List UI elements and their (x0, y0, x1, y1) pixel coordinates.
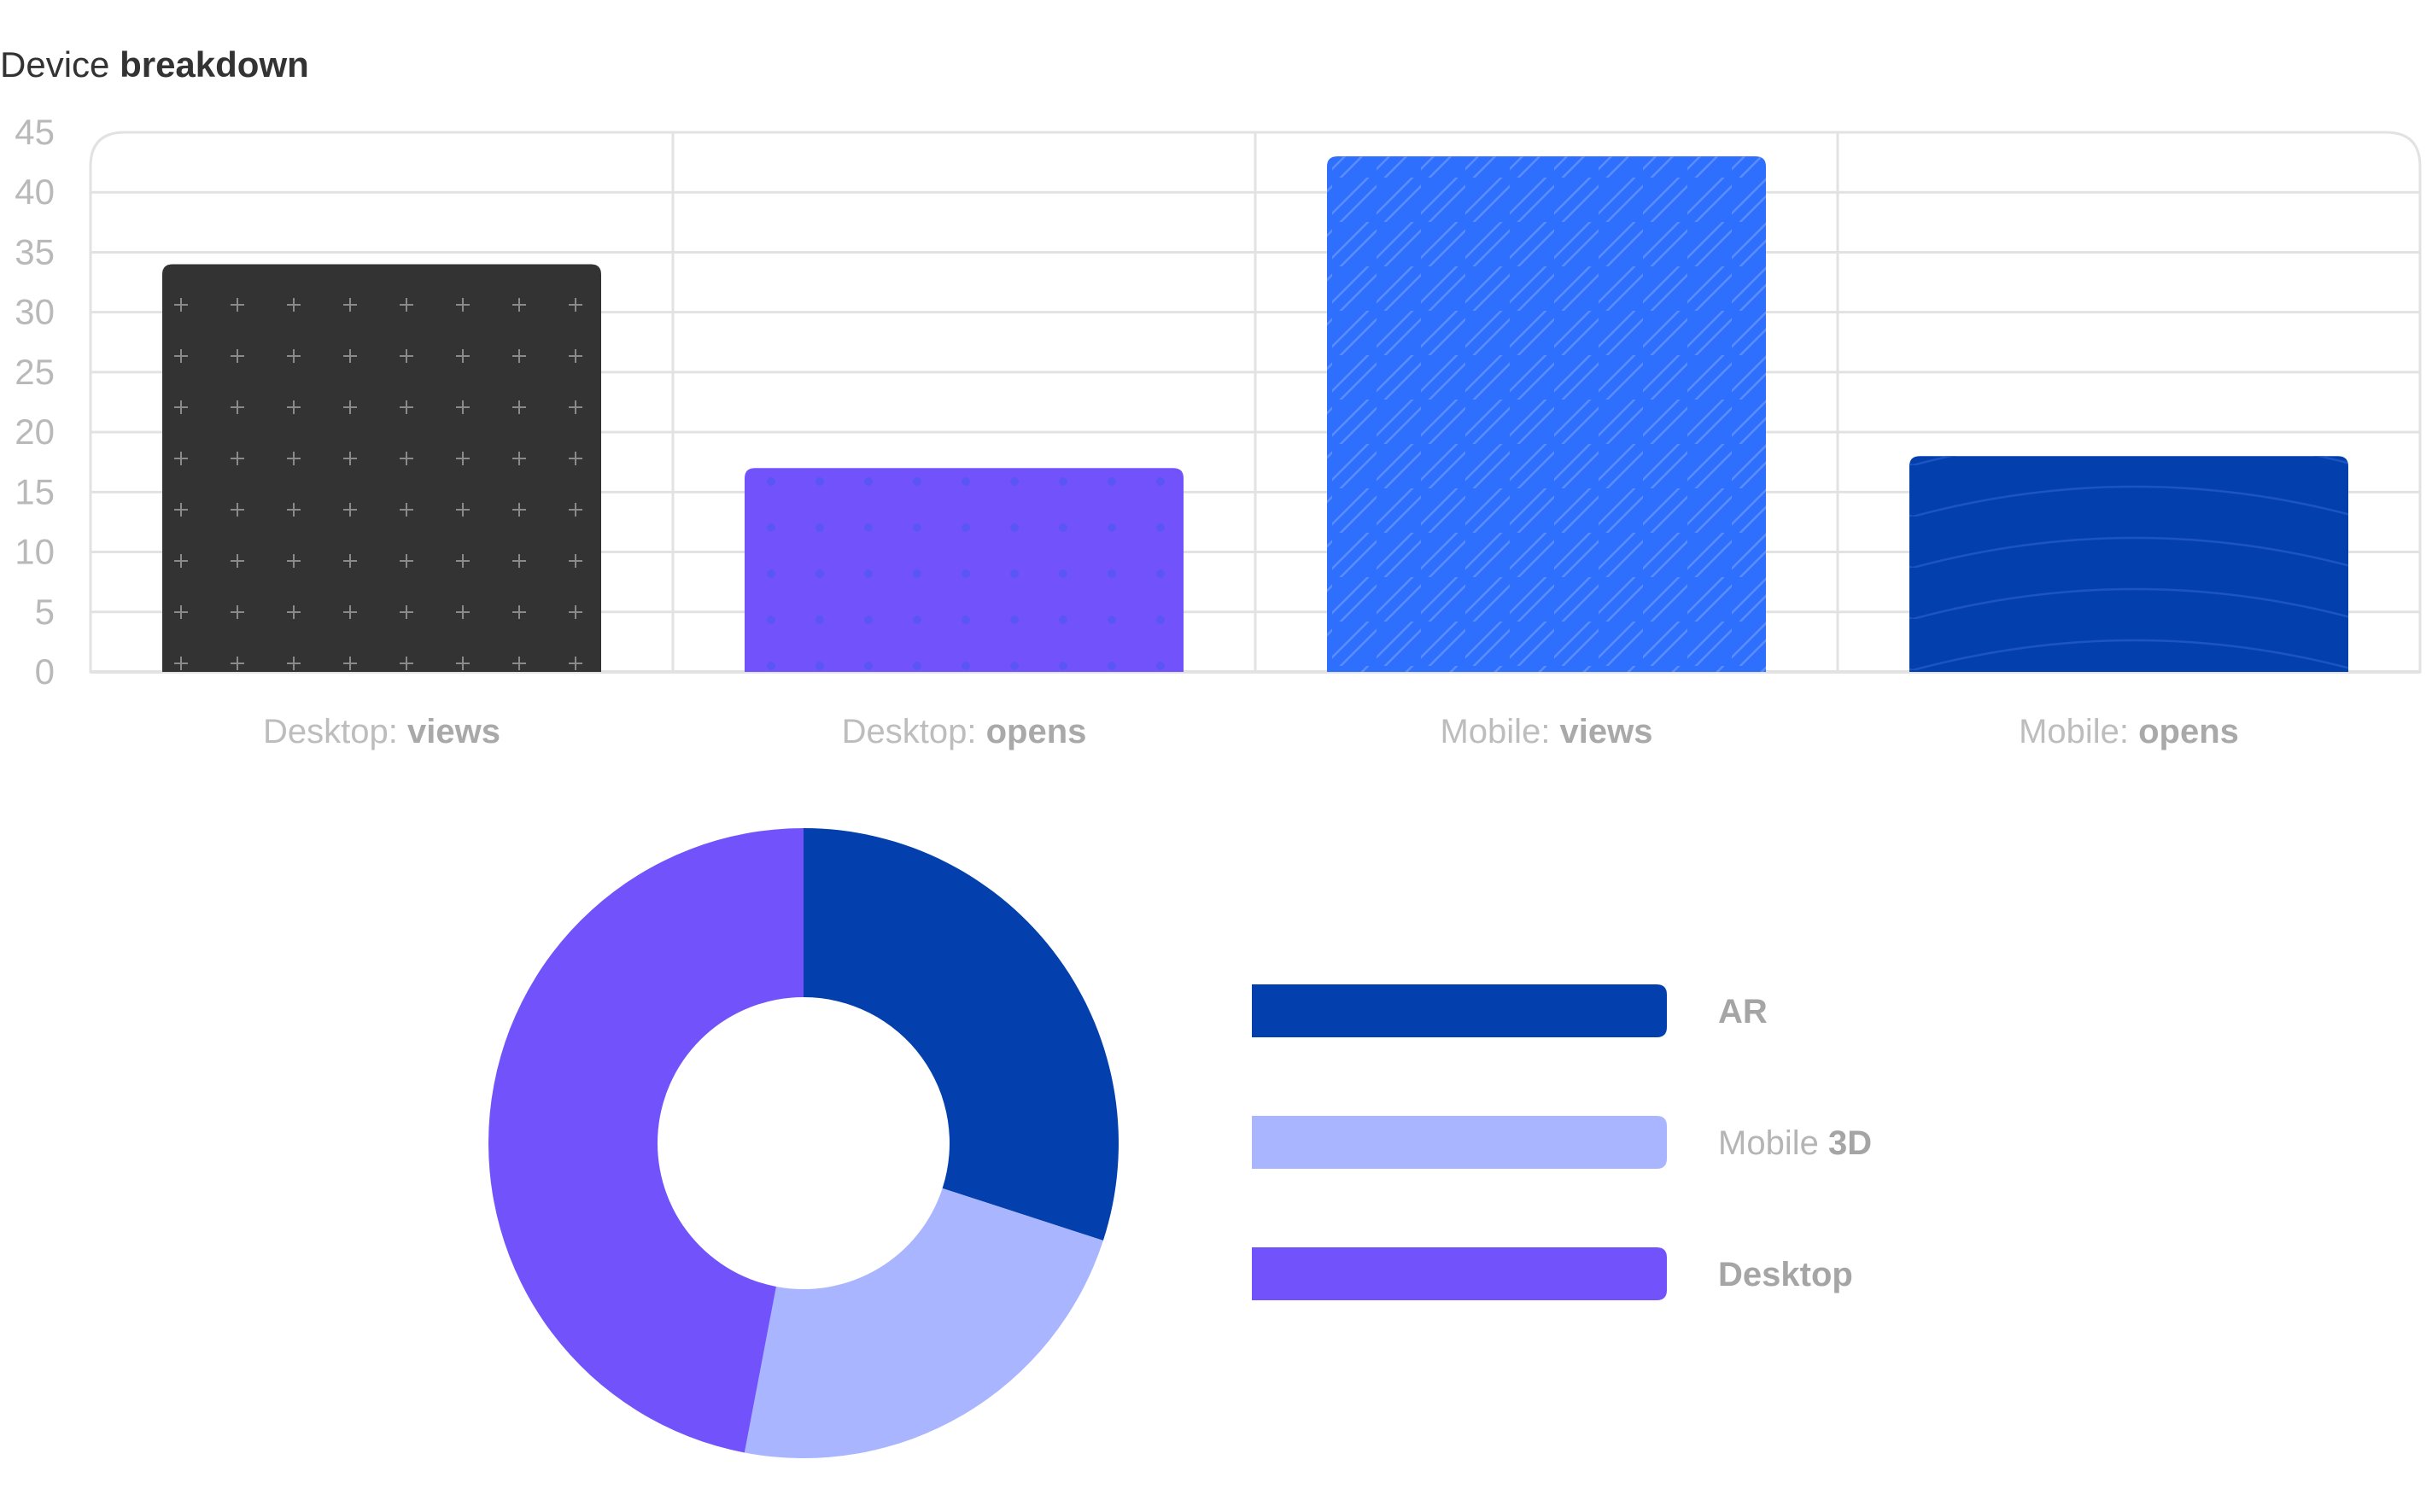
x-category-label-bold: views (407, 713, 500, 750)
y-tick-label: 35 (15, 231, 55, 271)
x-category-label: Mobile: opens (2019, 713, 2239, 750)
y-tick-label: 30 (15, 292, 55, 332)
bar-1 (162, 264, 601, 672)
bar-pattern (745, 468, 1184, 672)
bar-3 (1327, 156, 1766, 673)
x-category-label-bold: opens (2138, 713, 2239, 750)
x-category-label: Mobile: views (1440, 713, 1652, 750)
y-tick-label: 25 (15, 352, 55, 392)
legend-swatch (1252, 1116, 1667, 1169)
x-category-label: Desktop: views (263, 713, 500, 750)
chart-title-bold: breakdown (120, 44, 309, 85)
x-category-label-light: Mobile: (1440, 713, 1559, 750)
y-tick-label: 5 (35, 592, 55, 632)
bar-2 (745, 468, 1184, 672)
chart-title-light: Device (0, 44, 120, 85)
x-category-label-light: Desktop: (842, 713, 986, 750)
legend-label-bold: 3D (1828, 1124, 1872, 1162)
legend-label: Desktop (1718, 1256, 1853, 1293)
y-tick-label: 15 (15, 471, 55, 511)
pie-slice-2 (744, 1188, 1103, 1458)
x-category-label-bold: opens (986, 713, 1087, 750)
y-tick-label: 45 (15, 112, 55, 152)
bar-pattern (1327, 156, 1766, 673)
x-category-label-bold: views (1560, 713, 1653, 750)
y-tick-label: 40 (15, 172, 55, 212)
legend-swatch (1252, 984, 1667, 1037)
legend-label: AR (1718, 993, 1768, 1030)
x-category-label-light: Mobile: (2019, 713, 2138, 750)
bar-4 (1909, 456, 2348, 672)
y-tick-label: 20 (15, 412, 55, 452)
chart-title: Device breakdown (0, 44, 309, 85)
y-tick-label: 0 (35, 651, 55, 692)
bar-pattern (1909, 456, 2348, 672)
plot-frame (89, 131, 2422, 674)
x-category-label: Desktop: opens (842, 713, 1087, 750)
legend-swatch (1252, 1247, 1667, 1300)
legend-label-bold: AR (1718, 993, 1768, 1030)
legend-label-light: Mobile (1718, 1124, 1828, 1162)
legend-label-bold: Desktop (1718, 1256, 1853, 1293)
bar-pattern (162, 264, 601, 672)
x-category-label-light: Desktop: (263, 713, 407, 750)
pie-slice-1 (804, 828, 1119, 1241)
pie-slice-3 (488, 828, 804, 1453)
legend-label: Mobile 3D (1718, 1124, 1872, 1162)
y-tick-label: 10 (15, 532, 55, 572)
